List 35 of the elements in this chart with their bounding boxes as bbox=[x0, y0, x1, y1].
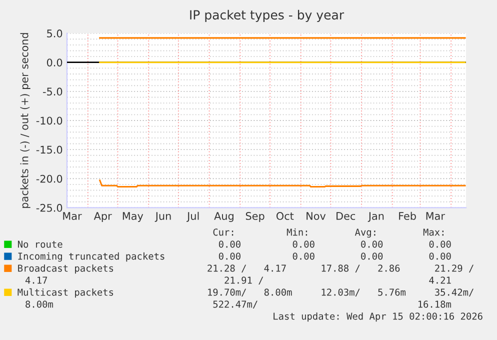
y-tick-label: -5.0 bbox=[43, 88, 62, 96]
chart-title: IP packet types - by year bbox=[190, 10, 344, 22]
y-tick-label: -25.0 bbox=[36, 204, 62, 212]
y-tick-label: -15.0 bbox=[36, 146, 62, 154]
y-tick-label: -20.0 bbox=[36, 174, 62, 183]
x-tick-label: Sep bbox=[246, 212, 264, 222]
y-axis-title: packets in (-) / out (+) per second bbox=[20, 33, 30, 208]
x-tick-label: Mar bbox=[426, 212, 445, 220]
legend-label: Incoming truncated packets bbox=[18, 252, 164, 262]
x-tick-label: Jan bbox=[368, 212, 384, 222]
text: 0.00 0.00 0.00 0.00 bbox=[218, 252, 451, 260]
x-tick-label: Feb bbox=[399, 212, 416, 220]
x-tick-label: Jul bbox=[186, 212, 199, 222]
x-tick-label: May bbox=[122, 212, 144, 222]
x-tick-label: Apr bbox=[94, 212, 112, 222]
legend-label: No route bbox=[18, 240, 62, 248]
text: 21.28 / 4.17 17.88 / 2.86 21.29 / bbox=[208, 264, 474, 273]
y-tick-label: 5.0 bbox=[47, 30, 62, 38]
y-tick-label: 0.0 bbox=[46, 58, 62, 66]
x-tick-label: Jun bbox=[154, 212, 171, 222]
y-tick-label: -10.0 bbox=[36, 116, 62, 125]
x-tick-label: Dec bbox=[336, 212, 356, 220]
text: Cur: Min: Avg: Max: bbox=[213, 228, 444, 238]
text: 8.00m 522.47m/ 16.18m bbox=[26, 300, 451, 309]
x-tick-label: Oct bbox=[276, 212, 294, 220]
x-tick-label: Nov bbox=[306, 212, 326, 220]
text: 19.70m/ 8.00m 12.03m/ 5.76m 35.42m/ bbox=[208, 288, 474, 297]
text: Last update: Wed Apr 15 02:00:16 2026 bbox=[274, 312, 482, 322]
x-tick-label: Mar bbox=[63, 212, 82, 220]
x-tick-label: Aug bbox=[214, 212, 234, 222]
text: 4.17 21.91 / 4.21 bbox=[25, 276, 451, 285]
line-series bbox=[99, 180, 466, 188]
legend-label: Broadcast packets bbox=[18, 264, 114, 274]
legend-label: Multicast packets bbox=[18, 288, 114, 298]
text: 0.00 0.00 0.00 0.00 bbox=[218, 240, 451, 248]
